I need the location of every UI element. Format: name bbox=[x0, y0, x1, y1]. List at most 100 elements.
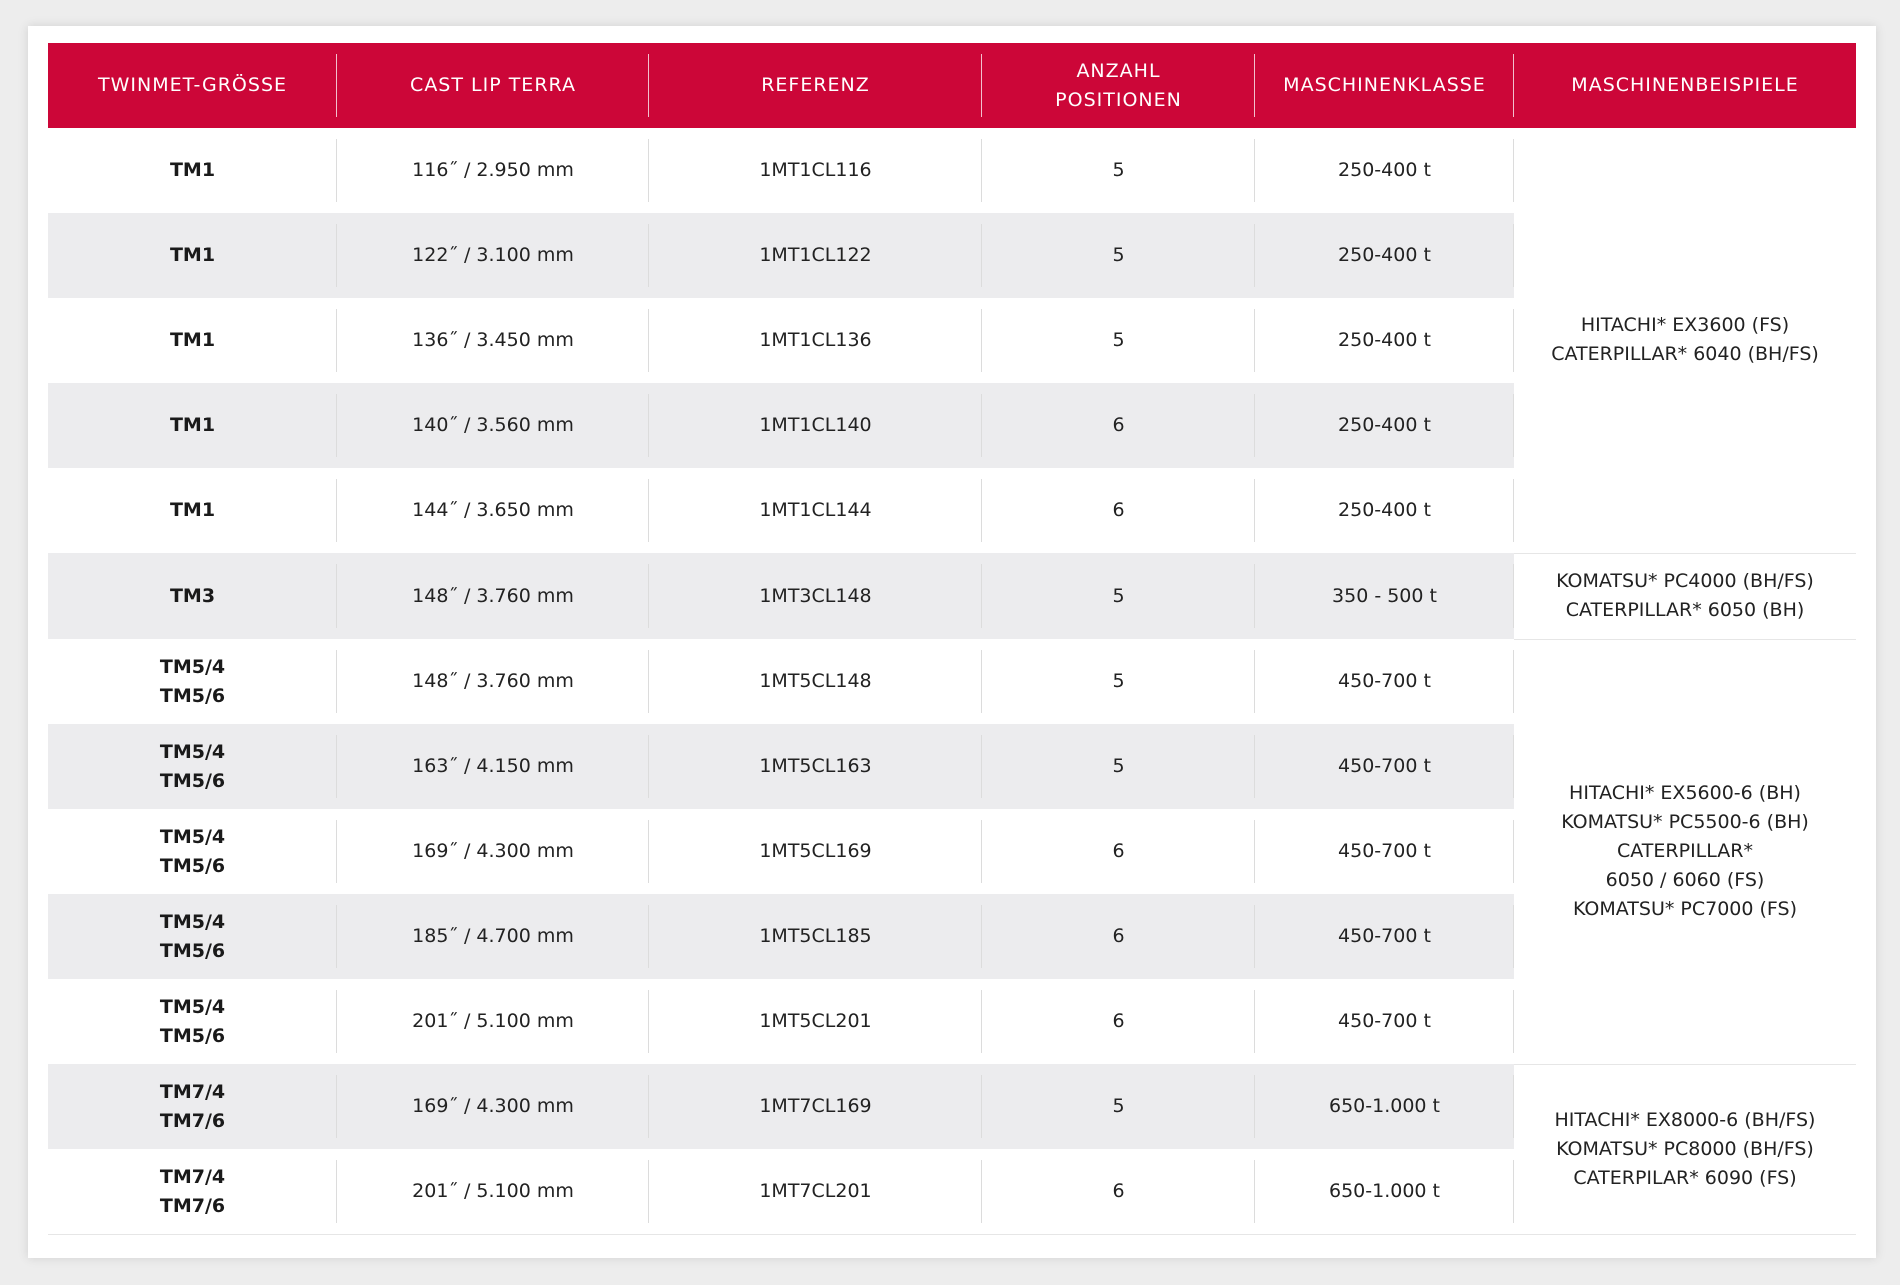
example-line: CATERPILLAR* 6040 (BH/FS) bbox=[1551, 343, 1819, 366]
column-divider bbox=[1254, 735, 1255, 798]
column-divider bbox=[981, 224, 982, 287]
column-divider bbox=[648, 139, 649, 202]
header-cast-lip: CAST LIP TERRA bbox=[337, 43, 649, 128]
table-row: TM5/4 TM5/6 169˝ / 4.300 mm 1MT5CL169 6 4… bbox=[48, 809, 1856, 894]
column-divider bbox=[648, 479, 649, 542]
size-line: TM5/6 bbox=[159, 1024, 226, 1047]
machine-class-cell: 350 - 500 t bbox=[1255, 553, 1514, 639]
machine-class-cell: 450-700 t bbox=[1255, 894, 1514, 979]
cast-lip-cell: 144˝ / 3.650 mm bbox=[337, 468, 649, 553]
column-divider bbox=[1254, 1160, 1255, 1223]
reference-cell: 1MT5CL201 bbox=[649, 979, 982, 1064]
spec-table-card: TWINMET-GRÖSSE CAST LIP TERRA REFERENZ A… bbox=[28, 26, 1876, 1258]
reference-cell: 1MT5CL169 bbox=[649, 809, 982, 894]
positions-cell: 5 bbox=[982, 298, 1255, 383]
table-row: TM1 116˝ / 2.950 mm 1MT1CL116 5 250-400 … bbox=[48, 128, 1856, 554]
size-line: TM5/6 bbox=[159, 939, 226, 962]
machine-examples-group-2: KOMATSU* PC4000 (BH/FS) CATERPILLAR* 605… bbox=[1514, 553, 1856, 640]
positions-cell: 5 bbox=[982, 128, 1255, 213]
machine-class-cell: 450-700 t bbox=[1255, 809, 1514, 894]
size-line: TM7/4 bbox=[159, 1165, 226, 1188]
column-divider bbox=[1513, 650, 1514, 713]
positions-cell: 6 bbox=[982, 383, 1255, 468]
size-line: TM5/4 bbox=[159, 825, 226, 848]
column-divider bbox=[648, 1075, 649, 1138]
column-divider bbox=[1513, 224, 1514, 287]
column-divider bbox=[648, 650, 649, 713]
column-divider bbox=[648, 394, 649, 457]
machine-class-cell: 450-700 t bbox=[1255, 979, 1514, 1064]
column-divider bbox=[648, 820, 649, 883]
column-divider bbox=[1254, 224, 1255, 287]
column-divider bbox=[981, 735, 982, 798]
size-cell: TM5/4 TM5/6 bbox=[48, 894, 337, 979]
size-line: TM7/4 bbox=[159, 1080, 226, 1103]
machine-examples-group-3: HITACHI* EX5600-6 (BH) KOMATSU* PC5500-6… bbox=[1514, 639, 1856, 1065]
example-line: HITACHI* EX3600 (FS) bbox=[1580, 314, 1790, 337]
column-divider bbox=[981, 394, 982, 457]
positions-cell: 5 bbox=[982, 639, 1255, 724]
column-divider bbox=[1254, 564, 1255, 628]
column-divider bbox=[336, 990, 337, 1053]
cast-lip-cell: 201˝ / 5.100 mm bbox=[337, 979, 649, 1064]
table-row: TM1 144˝ / 3.650 mm 1MT1CL144 6 250-400 … bbox=[48, 468, 1856, 553]
reference-cell: 1MT1CL144 bbox=[649, 468, 982, 553]
header-size: TWINMET-GRÖSSE bbox=[48, 43, 337, 128]
column-divider bbox=[981, 820, 982, 883]
example-line: CATERPILAR* 6090 (FS) bbox=[1573, 1166, 1797, 1189]
size-cell: TM5/4 TM5/6 bbox=[48, 979, 337, 1064]
twinmet-spec-table: TWINMET-GRÖSSE CAST LIP TERRA REFERENZ A… bbox=[48, 43, 1856, 1235]
machine-class-cell: 250-400 t bbox=[1255, 298, 1514, 383]
size-line: TM7/6 bbox=[159, 1194, 226, 1217]
column-divider bbox=[981, 479, 982, 542]
header-reference-label: REFERENZ bbox=[761, 74, 870, 96]
table-row: TM5/4 TM5/6 163˝ / 4.150 mm 1MT5CL163 5 4… bbox=[48, 724, 1856, 809]
column-divider bbox=[1513, 394, 1514, 457]
cast-lip-cell: 169˝ / 4.300 mm bbox=[337, 809, 649, 894]
size-line: TM5/6 bbox=[159, 769, 226, 792]
table-row: TM3 148˝ / 3.760 mm 1MT3CL148 5 350 - 50… bbox=[48, 553, 1856, 640]
header-machine-examples-label: MASCHINENBEISPIELE bbox=[1571, 74, 1799, 96]
size-line: TM5/4 bbox=[159, 995, 226, 1018]
header-reference: REFERENZ bbox=[649, 43, 982, 128]
column-divider bbox=[648, 224, 649, 287]
table-row: TM5/4 TM5/6 201˝ / 5.100 mm 1MT5CL201 6 4… bbox=[48, 979, 1856, 1064]
machine-class-cell: 250-400 t bbox=[1255, 128, 1514, 213]
positions-cell: 6 bbox=[982, 894, 1255, 979]
table-row: TM5/4 TM5/6 148˝ / 3.760 mm 1MT5CL148 5 4… bbox=[48, 639, 1856, 1065]
column-divider bbox=[648, 1160, 649, 1223]
positions-cell: 5 bbox=[982, 1064, 1255, 1149]
cast-lip-cell: 185˝ / 4.700 mm bbox=[337, 894, 649, 979]
example-line: HITACHI* EX8000-6 (BH/FS) bbox=[1554, 1108, 1816, 1131]
column-divider bbox=[1254, 309, 1255, 372]
size-line: TM5/6 bbox=[159, 684, 226, 707]
header-positions-line1: ANZAHL bbox=[1076, 59, 1161, 82]
column-divider bbox=[1513, 990, 1514, 1053]
machine-class-cell: 250-400 t bbox=[1255, 468, 1514, 553]
example-line: KOMATSU* PC8000 (BH/FS) bbox=[1556, 1137, 1814, 1160]
column-divider bbox=[336, 309, 337, 372]
column-divider bbox=[1513, 905, 1514, 968]
size-cell: TM5/4 TM5/6 bbox=[48, 809, 337, 894]
reference-cell: 1MT5CL163 bbox=[649, 724, 982, 809]
example-line: KOMATSU* PC5500-6 (BH) bbox=[1561, 811, 1809, 833]
column-divider bbox=[1513, 735, 1514, 798]
size-line: TM5/6 bbox=[159, 854, 226, 877]
size-cell: TM7/4 TM7/6 bbox=[48, 1064, 337, 1149]
column-divider bbox=[1513, 1075, 1514, 1138]
positions-cell: 5 bbox=[982, 213, 1255, 298]
reference-cell: 1MT1CL136 bbox=[649, 298, 982, 383]
machine-class-cell: 250-400 t bbox=[1255, 213, 1514, 298]
example-line: KOMATSU* PC7000 (FS) bbox=[1572, 898, 1797, 920]
machine-examples-group-1: HITACHI* EX3600 (FS) CATERPILLAR* 6040 (… bbox=[1514, 128, 1856, 554]
column-divider bbox=[981, 309, 982, 372]
column-divider bbox=[981, 1160, 982, 1223]
column-divider bbox=[648, 735, 649, 798]
reference-cell: 1MT3CL148 bbox=[649, 553, 982, 639]
size-line: TM7/6 bbox=[159, 1109, 226, 1132]
column-divider bbox=[1254, 1075, 1255, 1138]
example-line: HITACHI* EX5600-6 (BH) bbox=[1569, 782, 1801, 804]
positions-cell: 6 bbox=[982, 468, 1255, 553]
reference-cell: 1MT5CL185 bbox=[649, 894, 982, 979]
column-divider bbox=[1513, 139, 1514, 202]
